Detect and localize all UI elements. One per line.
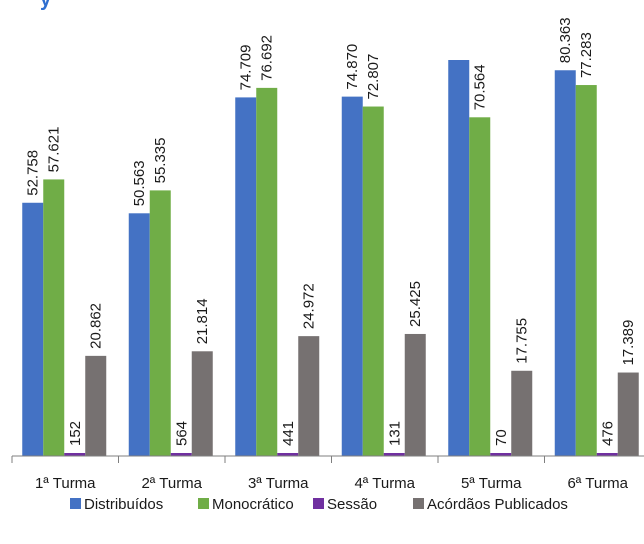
bar-2-4 — [362, 106, 384, 456]
value-label-2-1: 57.621 — [46, 127, 63, 173]
value-label-1-3: 74.709 — [238, 45, 255, 91]
x-tick-label-6: 6ª Turma — [567, 475, 628, 492]
value-label-2-2: 55.335 — [152, 138, 169, 184]
value-label-3-6: 476 — [599, 421, 616, 446]
value-label-2-6: 77.283 — [578, 32, 595, 78]
bar-4-2 — [191, 351, 213, 456]
legend-label-4: Acórdãos Publicados — [427, 496, 568, 513]
value-label-3-1: 152 — [67, 421, 84, 446]
bar-1-3 — [235, 97, 257, 457]
x-tick-label-1: 1ª Turma — [35, 475, 96, 492]
bar-2-6 — [575, 85, 597, 457]
chart-title-fragment: y — [40, 0, 52, 11]
legend: Distribuídos Monocrático Sessão Acórdãos Pu… — [70, 496, 568, 513]
value-label-4-4: 25.425 — [407, 281, 424, 327]
value-label-4-1: 20.862 — [88, 303, 105, 349]
bar-2-5 — [469, 117, 491, 457]
bar-2-1 — [43, 179, 65, 457]
value-label-1-4: 74.870 — [344, 44, 361, 90]
value-label-4-2: 21.814 — [194, 298, 211, 344]
bar-4-3 — [298, 336, 320, 456]
x-tick-label-4: 4ª Turma — [354, 475, 415, 492]
bar-1-2 — [128, 213, 150, 456]
value-label-3-5: 70 — [493, 429, 510, 446]
bar-3-6 — [596, 453, 618, 456]
value-label-3-4: 131 — [386, 421, 403, 446]
legend-label-3: Sessão — [327, 496, 377, 513]
bar-4-4 — [404, 333, 426, 456]
bar-4-5 — [511, 370, 533, 456]
bar-2-3 — [256, 87, 278, 456]
value-label-2-5: 70.564 — [472, 64, 489, 110]
bar-3-5 — [490, 453, 512, 456]
bar-4-6 — [617, 372, 639, 456]
bar-1-5 — [448, 60, 470, 456]
bar-1-4 — [341, 96, 363, 457]
value-label-3-2: 564 — [173, 421, 190, 446]
value-label-4-6: 17.389 — [620, 320, 637, 366]
bar-3-2 — [170, 453, 192, 456]
bar-2-2 — [149, 190, 171, 456]
x-ticks-group — [11, 456, 545, 463]
value-label-2-3: 76.692 — [259, 35, 276, 81]
value-label-2-4: 72.807 — [365, 54, 382, 100]
legend-swatch-2 — [198, 498, 209, 509]
x-tick-label-5: 5ª Turma — [461, 475, 522, 492]
legend-swatch-4 — [413, 498, 424, 509]
x-tick-label-2: 2ª Turma — [141, 475, 202, 492]
value-label-4-3: 24.972 — [301, 283, 318, 329]
value-label-4-5: 17.755 — [514, 318, 531, 364]
legend-swatch-3 — [313, 498, 324, 509]
legend-swatch-1 — [70, 498, 81, 509]
x-tick-label-3: 3ª Turma — [248, 475, 309, 492]
value-label-1-1: 52.758 — [25, 150, 42, 196]
bars-group — [22, 60, 639, 457]
bar-3-4 — [383, 453, 405, 456]
bar-4-1 — [85, 355, 107, 456]
legend-label-2: Monocrático — [212, 496, 294, 513]
bar-1-1 — [22, 202, 44, 456]
bar-3-1 — [64, 453, 86, 456]
x-tick-labels-group: 1ª Turma 2ª Turma 3ª Turma 4ª Turma 5ª Turma… — [35, 475, 629, 492]
value-label-1-6: 80.363 — [557, 17, 574, 63]
legend-label-1: Distribuídos — [84, 496, 163, 513]
bar-3-3 — [277, 453, 299, 456]
value-label-3-3: 441 — [280, 421, 297, 446]
bar-1-6 — [554, 70, 576, 456]
value-label-1-2: 50.563 — [131, 160, 148, 206]
